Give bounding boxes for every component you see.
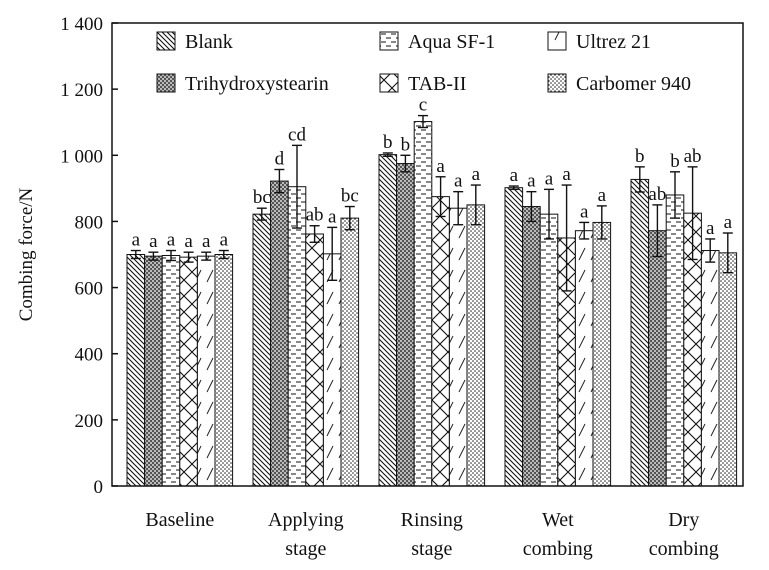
bar-diamond-crosshatch [179,256,198,487]
significance-label: b [635,146,645,167]
bar-horizontal-dashes [287,186,307,487]
bar-dots [340,217,360,487]
significance-label: d [275,149,285,170]
significance-label: a [167,230,176,251]
x-category-label: stage [411,538,452,560]
bar-dark-checker [270,180,289,487]
significance-label: b [383,132,393,153]
bar-dark-checker [648,230,667,487]
bar-dark-checker [522,206,541,487]
bar-sparse-diagonal-dash [196,255,216,487]
bar-dots [718,252,738,487]
significance-label: a [202,231,211,252]
x-category-label: Baseline [145,509,214,531]
bar-back-diagonal-hatch [630,178,650,487]
legend-label: Ultrez 21 [576,31,651,53]
bar-dark-checker [396,163,415,487]
x-category-label: combing [649,538,719,560]
significance-label: a [562,164,571,185]
legend-label: TAB-II [408,73,466,95]
legend: Blank Trihydroxystearin Aqua SF-1 TAB-II Ult… [156,31,691,95]
significance-label: a [510,165,519,186]
y-tick-label: 200 [75,411,104,432]
y-tick-label: 1 400 [60,14,103,35]
legend-swatch-dots [547,73,567,93]
significance-label: bc [253,187,271,208]
significance-label: a [580,201,589,222]
legend-swatch-sparse-diagonal-dash [547,31,567,51]
bar-sparse-diagonal-dash [700,250,720,487]
significance-label: bc [341,186,359,207]
significance-label: a [472,164,481,185]
significance-label: a [527,171,536,192]
bar-horizontal-dashes [539,213,559,487]
x-category-label: Applying [268,509,344,531]
legend-swatch-horizontal-dashes [379,31,399,51]
bar-sparse-diagonal-dash [322,253,342,487]
significance-label: a [149,231,158,252]
significance-label: a [598,185,607,206]
y-tick-label: 0 [94,477,104,498]
y-tick-label: 1 200 [60,80,103,101]
significance-label: a [328,206,337,227]
significance-label: ab [684,146,702,167]
significance-label: c [419,95,427,116]
bar-dark-checker [144,255,163,487]
bar-back-diagonal-hatch [126,254,146,487]
y-tick-label: 800 [75,212,104,233]
significance-label: b [670,151,680,172]
y-tick-label: 1 000 [60,146,103,167]
x-category-label: Dry [668,509,699,531]
legend-swatch-dark-checker [156,73,176,93]
bar-back-diagonal-hatch [504,187,524,487]
significance-label: cd [288,124,306,145]
bar-horizontal-dashes [413,121,433,487]
bar-back-diagonal-hatch [252,213,272,487]
x-category-label: Rinsing [401,509,463,531]
legend-label: Blank [185,31,233,53]
legend-swatch-diamond-crosshatch [379,73,399,93]
bar-dots [592,221,612,487]
bar-horizontal-dashes [161,254,181,487]
bar-diamond-crosshatch [305,233,324,487]
bar-sparse-diagonal-dash [574,230,594,487]
legend-label: Trihydroxystearin [185,73,329,95]
legend-swatch-back-diagonal-hatch [156,31,176,51]
significance-label: a [724,212,733,233]
x-category-label: combing [523,538,593,560]
significance-label: b [401,134,411,155]
bar-sparse-diagonal-dash [448,207,468,487]
bar-dots [466,204,486,487]
significance-label: a [184,231,193,252]
y-axis-label: Combing force/N [16,187,37,321]
significance-label: ab [306,205,324,226]
significance-label: a [436,156,445,177]
significance-label: a [454,171,463,192]
significance-label: a [220,230,229,251]
bar-back-diagonal-hatch [378,154,398,487]
bar-diamond-crosshatch [431,196,450,487]
significance-label: ab [648,184,666,205]
legend-label: Aqua SF-1 [408,31,495,53]
x-category-label: stage [285,538,326,560]
axes: 0 200 400 600 800 1 000 1 200 1 400 Baseline Appl… [16,14,744,560]
y-tick-label: 400 [75,345,104,366]
plot-frame [111,22,744,487]
significance-label: a [706,218,715,239]
y-tick-label: 600 [75,279,104,300]
significance-label: a [132,230,141,251]
significance-label: a [545,168,554,189]
legend-label: Carbomer 940 [576,73,691,95]
bar-horizontal-dashes [665,194,685,487]
bar-dots [214,254,234,487]
x-category-label: Wet [542,509,574,531]
